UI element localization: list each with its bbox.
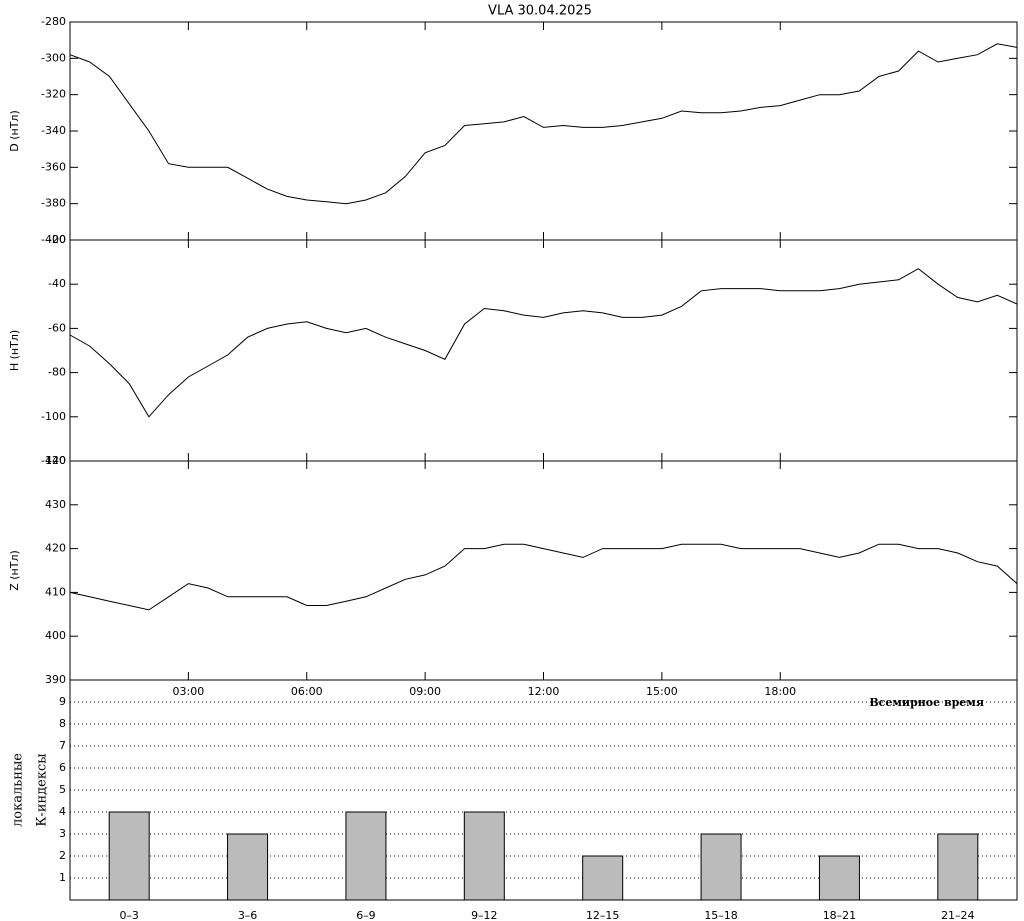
y-tick-label: -360 (41, 160, 66, 173)
y-axis-label: К-индексы (35, 753, 50, 826)
bar (345, 811, 387, 901)
y-tick-label: -40 (48, 277, 66, 290)
x-tick-label: 21–24 (941, 909, 975, 921)
y-tick-label: 4 (59, 805, 66, 818)
y-tick-label: 390 (45, 673, 66, 686)
y-axis-label: H (нТл) (8, 330, 21, 371)
x-tick-label: 12:00 (528, 685, 560, 698)
bar (463, 811, 505, 901)
y-tick-label: 8 (59, 717, 66, 730)
y-tick-label: -20 (48, 233, 66, 246)
x-tick-label: 15–18 (704, 909, 738, 921)
x-tick-label: 9–12 (471, 909, 498, 921)
bar (818, 855, 860, 901)
y-tick-label: -340 (41, 124, 66, 137)
y-tick-label: -400 (41, 233, 66, 246)
y-tick-label: 5 (59, 783, 66, 796)
bar (700, 833, 742, 901)
y-tick-label: -100 (41, 410, 66, 423)
bar (582, 855, 624, 901)
y-tick-label: 6 (59, 761, 66, 774)
y-tick-label: -320 (41, 88, 66, 101)
y-tick-label: 9 (59, 695, 66, 708)
y-tick-label: -60 (48, 321, 66, 334)
y-axis-label: локальные (11, 753, 26, 827)
x-tick-label: 15:00 (646, 685, 678, 698)
y-tick-label: -300 (41, 51, 66, 64)
bar (937, 833, 979, 901)
y-tick-label: 440 (45, 454, 66, 467)
panel-frame (69, 460, 1018, 681)
y-tick-label: 7 (59, 739, 66, 752)
data-line (69, 43, 1018, 205)
x-tick-label: 18:00 (764, 685, 796, 698)
data-line (69, 268, 1018, 418)
bar (227, 833, 269, 901)
y-tick-label: -80 (48, 366, 66, 379)
y-tick-label: -280 (41, 15, 66, 28)
x-tick-label: 03:00 (173, 685, 205, 698)
y-tick-label: -380 (41, 197, 66, 210)
bar (108, 811, 150, 901)
x-tick-label: 12–15 (586, 909, 620, 921)
x-tick-label: 18–21 (823, 909, 857, 921)
y-tick-label: 1 (59, 871, 66, 884)
y-tick-label: -120 (41, 454, 66, 467)
data-line (69, 543, 1018, 611)
y-tick-label: 400 (45, 629, 66, 642)
y-tick-label: 2 (59, 849, 66, 862)
x-tick-label: 3–6 (238, 909, 258, 921)
y-tick-label: 420 (45, 542, 66, 555)
chart-title: VLA 30.04.2025 (488, 4, 592, 19)
y-tick-label: 410 (45, 585, 66, 598)
x-tick-label: 09:00 (409, 685, 441, 698)
x-tick-label: 06:00 (291, 685, 323, 698)
panel-frame (69, 21, 1018, 241)
y-axis-label: Z (нТл) (8, 550, 21, 591)
y-axis-label: D (нТл) (8, 110, 21, 152)
y-tick-label: 3 (59, 827, 66, 840)
panel-frame (69, 239, 1018, 462)
x-tick-label: 0–3 (119, 909, 139, 921)
x-tick-label: 6–9 (356, 909, 376, 921)
y-tick-label: 430 (45, 498, 66, 511)
